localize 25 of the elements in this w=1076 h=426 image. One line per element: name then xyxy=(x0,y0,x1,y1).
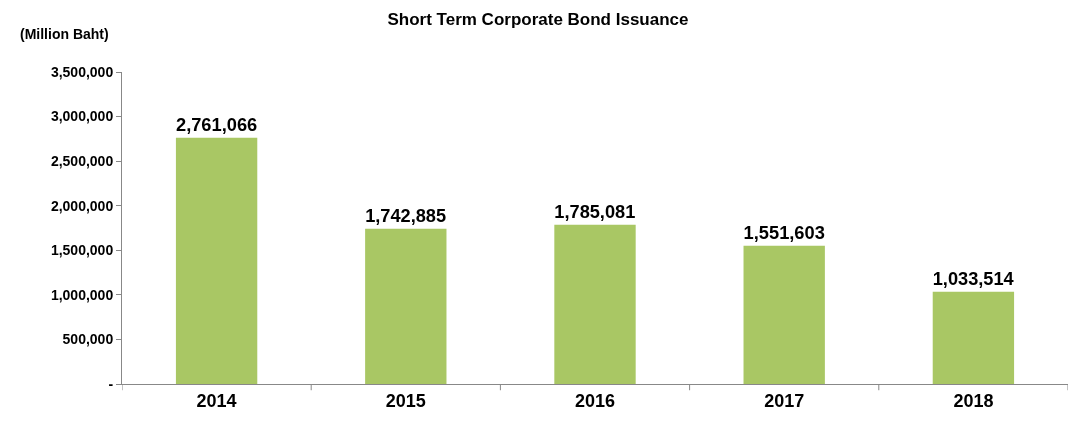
y-tick-label: 3,500,000 xyxy=(50,63,114,80)
chart-title: Short Term Corporate Bond Issuance xyxy=(387,9,689,29)
bar xyxy=(175,137,258,384)
x-tick-label: 2017 xyxy=(764,390,805,411)
bar xyxy=(365,228,447,384)
bar xyxy=(743,245,825,384)
y-tick-label: 1,000,000 xyxy=(50,286,114,303)
data-label: 1,742,885 xyxy=(365,205,447,226)
x-tick-label: 2016 xyxy=(574,390,616,411)
y-tick-label: 1,500,000 xyxy=(50,242,114,259)
data-label: 1,551,603 xyxy=(743,221,825,243)
bar xyxy=(554,224,636,384)
data-label: 1,785,081 xyxy=(554,202,636,223)
x-tick-label: 2015 xyxy=(385,390,426,411)
y-tick-label: 2,500,000 xyxy=(50,153,114,170)
x-tick-label: 2014 xyxy=(196,390,237,411)
y-tick-label: 500,000 xyxy=(62,331,114,348)
y-axis-title: (Million Baht) xyxy=(20,26,109,42)
y-tick-label: 3,000,000 xyxy=(50,108,114,125)
y-tick-label: - xyxy=(108,375,114,392)
y-tick-label: 2,000,000 xyxy=(50,197,114,214)
data-label: 2,761,066 xyxy=(175,114,258,136)
x-tick-label: 2018 xyxy=(953,390,994,411)
data-label: 1,033,514 xyxy=(932,269,1015,290)
bar xyxy=(932,291,1015,384)
